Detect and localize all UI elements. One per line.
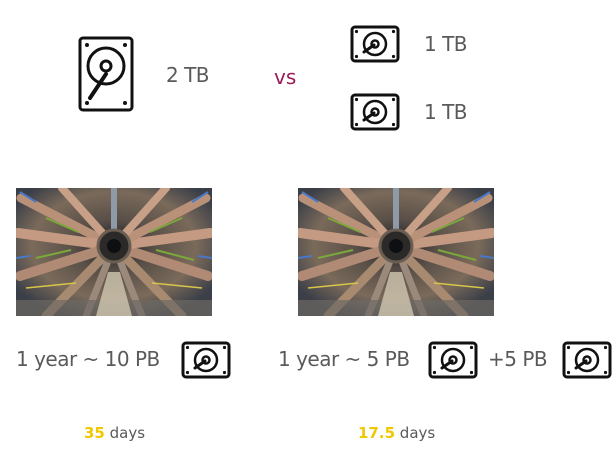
hard-drive-icon	[562, 341, 612, 379]
right-caption-extra: +5 PB	[488, 347, 548, 371]
detector-photo	[298, 188, 494, 316]
right-caption: 1 year ~ 5 PB	[278, 347, 410, 371]
single-drive-capacity: 2 TB	[166, 63, 210, 87]
left-caption: 1 year ~ 10 PB	[16, 347, 160, 371]
right-days-unit: days	[399, 424, 436, 442]
right-days: 17.5 days	[358, 424, 435, 442]
hard-drive-icon	[181, 341, 231, 379]
hard-drive-icon	[78, 36, 134, 112]
right-days-value: 17.5	[358, 424, 396, 442]
detector-photo	[16, 188, 212, 316]
hard-drive-icon	[350, 93, 400, 131]
left-days-value: 35	[84, 424, 105, 442]
left-days: 35 days	[84, 424, 145, 442]
drive-a-capacity: 1 TB	[424, 32, 468, 56]
left-days-unit: days	[109, 424, 146, 442]
vs-label: vs	[274, 65, 297, 89]
drive-b-capacity: 1 TB	[424, 100, 468, 124]
hard-drive-icon	[428, 341, 478, 379]
hard-drive-icon	[350, 25, 400, 63]
